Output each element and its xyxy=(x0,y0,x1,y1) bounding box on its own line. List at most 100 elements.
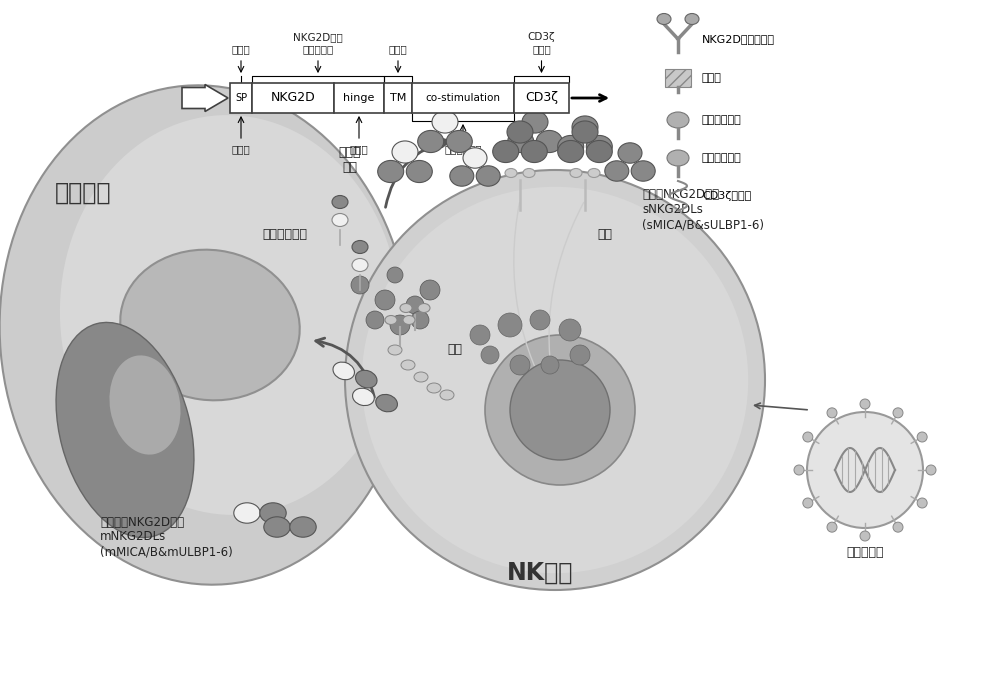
Ellipse shape xyxy=(450,166,474,186)
FancyBboxPatch shape xyxy=(412,83,514,113)
Ellipse shape xyxy=(505,169,517,177)
Text: 跨膜域: 跨膜域 xyxy=(389,44,407,54)
Circle shape xyxy=(926,465,936,475)
FancyBboxPatch shape xyxy=(230,83,252,113)
Text: TM: TM xyxy=(390,93,406,103)
Ellipse shape xyxy=(333,362,354,379)
Ellipse shape xyxy=(558,140,584,162)
Text: NKG2D胞外受体区: NKG2D胞外受体区 xyxy=(702,34,775,44)
Ellipse shape xyxy=(378,160,404,182)
Text: SP: SP xyxy=(235,93,247,103)
Text: co-stimulation: co-stimulation xyxy=(426,93,501,103)
FancyBboxPatch shape xyxy=(514,83,569,113)
Ellipse shape xyxy=(120,249,300,400)
Text: 激活: 激活 xyxy=(448,343,462,356)
Ellipse shape xyxy=(508,130,534,153)
Ellipse shape xyxy=(385,316,397,325)
Ellipse shape xyxy=(332,214,348,227)
Text: 共刺激信号域: 共刺激信号域 xyxy=(702,153,742,163)
Circle shape xyxy=(541,356,559,374)
Circle shape xyxy=(390,315,410,335)
Ellipse shape xyxy=(523,169,535,177)
Text: 细胞毒性作用: 细胞毒性作用 xyxy=(262,229,308,242)
Circle shape xyxy=(530,310,550,330)
Circle shape xyxy=(917,432,927,442)
Ellipse shape xyxy=(403,316,415,325)
Ellipse shape xyxy=(507,121,533,143)
Ellipse shape xyxy=(685,14,699,25)
Ellipse shape xyxy=(476,166,500,186)
Ellipse shape xyxy=(290,516,316,537)
Text: 蛋白质
水解: 蛋白质 水解 xyxy=(339,146,361,174)
Circle shape xyxy=(893,408,903,418)
Ellipse shape xyxy=(618,142,642,163)
Ellipse shape xyxy=(388,345,402,355)
Ellipse shape xyxy=(260,503,286,523)
Ellipse shape xyxy=(376,395,397,412)
Circle shape xyxy=(827,408,837,418)
Ellipse shape xyxy=(667,150,689,166)
Circle shape xyxy=(803,498,813,508)
Circle shape xyxy=(420,280,440,300)
Text: 胿癀细胞: 胿癀细胞 xyxy=(55,181,112,205)
Text: CD3ζ胞内区: CD3ζ胞内区 xyxy=(702,191,751,201)
Ellipse shape xyxy=(586,140,612,162)
Ellipse shape xyxy=(332,195,348,208)
Ellipse shape xyxy=(352,258,368,271)
Circle shape xyxy=(570,345,590,365)
Circle shape xyxy=(893,522,903,532)
Ellipse shape xyxy=(352,240,368,253)
Circle shape xyxy=(510,355,530,375)
Ellipse shape xyxy=(353,388,374,406)
Ellipse shape xyxy=(432,111,458,133)
Text: 启动子: 启动子 xyxy=(232,44,250,54)
Ellipse shape xyxy=(356,371,377,388)
Circle shape xyxy=(827,522,837,532)
Circle shape xyxy=(411,311,429,329)
Circle shape xyxy=(345,170,765,590)
Text: 铰链区: 铰链区 xyxy=(350,144,368,154)
Ellipse shape xyxy=(418,130,444,153)
Ellipse shape xyxy=(657,14,671,25)
FancyBboxPatch shape xyxy=(334,83,384,113)
Ellipse shape xyxy=(631,161,655,182)
Circle shape xyxy=(794,465,804,475)
Text: hinge: hinge xyxy=(343,93,375,103)
Ellipse shape xyxy=(572,116,598,138)
Circle shape xyxy=(406,296,424,314)
Circle shape xyxy=(387,267,403,283)
Text: 跨膜区: 跨膜区 xyxy=(702,73,722,83)
Ellipse shape xyxy=(463,148,487,169)
FancyBboxPatch shape xyxy=(384,83,412,113)
Ellipse shape xyxy=(446,130,472,153)
Text: 慢病毒载体: 慢病毒载体 xyxy=(846,546,884,559)
Ellipse shape xyxy=(586,136,612,158)
Ellipse shape xyxy=(56,323,194,538)
Circle shape xyxy=(351,276,369,294)
Text: 共刺激信号域: 共刺激信号域 xyxy=(702,115,742,125)
Ellipse shape xyxy=(400,303,412,312)
Polygon shape xyxy=(182,84,228,112)
Ellipse shape xyxy=(536,130,562,153)
Ellipse shape xyxy=(667,112,689,128)
Circle shape xyxy=(807,412,923,528)
Text: NKG2D: NKG2D xyxy=(271,92,315,105)
Ellipse shape xyxy=(440,390,454,400)
Ellipse shape xyxy=(109,356,181,455)
FancyBboxPatch shape xyxy=(252,83,334,113)
Ellipse shape xyxy=(558,136,584,158)
Ellipse shape xyxy=(234,503,260,523)
Circle shape xyxy=(362,187,748,573)
Ellipse shape xyxy=(0,86,410,585)
Ellipse shape xyxy=(493,140,519,162)
Circle shape xyxy=(470,325,490,345)
Ellipse shape xyxy=(418,303,430,312)
Circle shape xyxy=(366,311,384,329)
Text: NK细胞: NK细胞 xyxy=(507,561,573,585)
Text: NKG2D配体
结合结构域: NKG2D配体 结合结构域 xyxy=(293,32,343,54)
Ellipse shape xyxy=(392,141,418,163)
Ellipse shape xyxy=(406,160,432,182)
Circle shape xyxy=(860,531,870,541)
Ellipse shape xyxy=(60,115,400,515)
Ellipse shape xyxy=(522,111,548,133)
